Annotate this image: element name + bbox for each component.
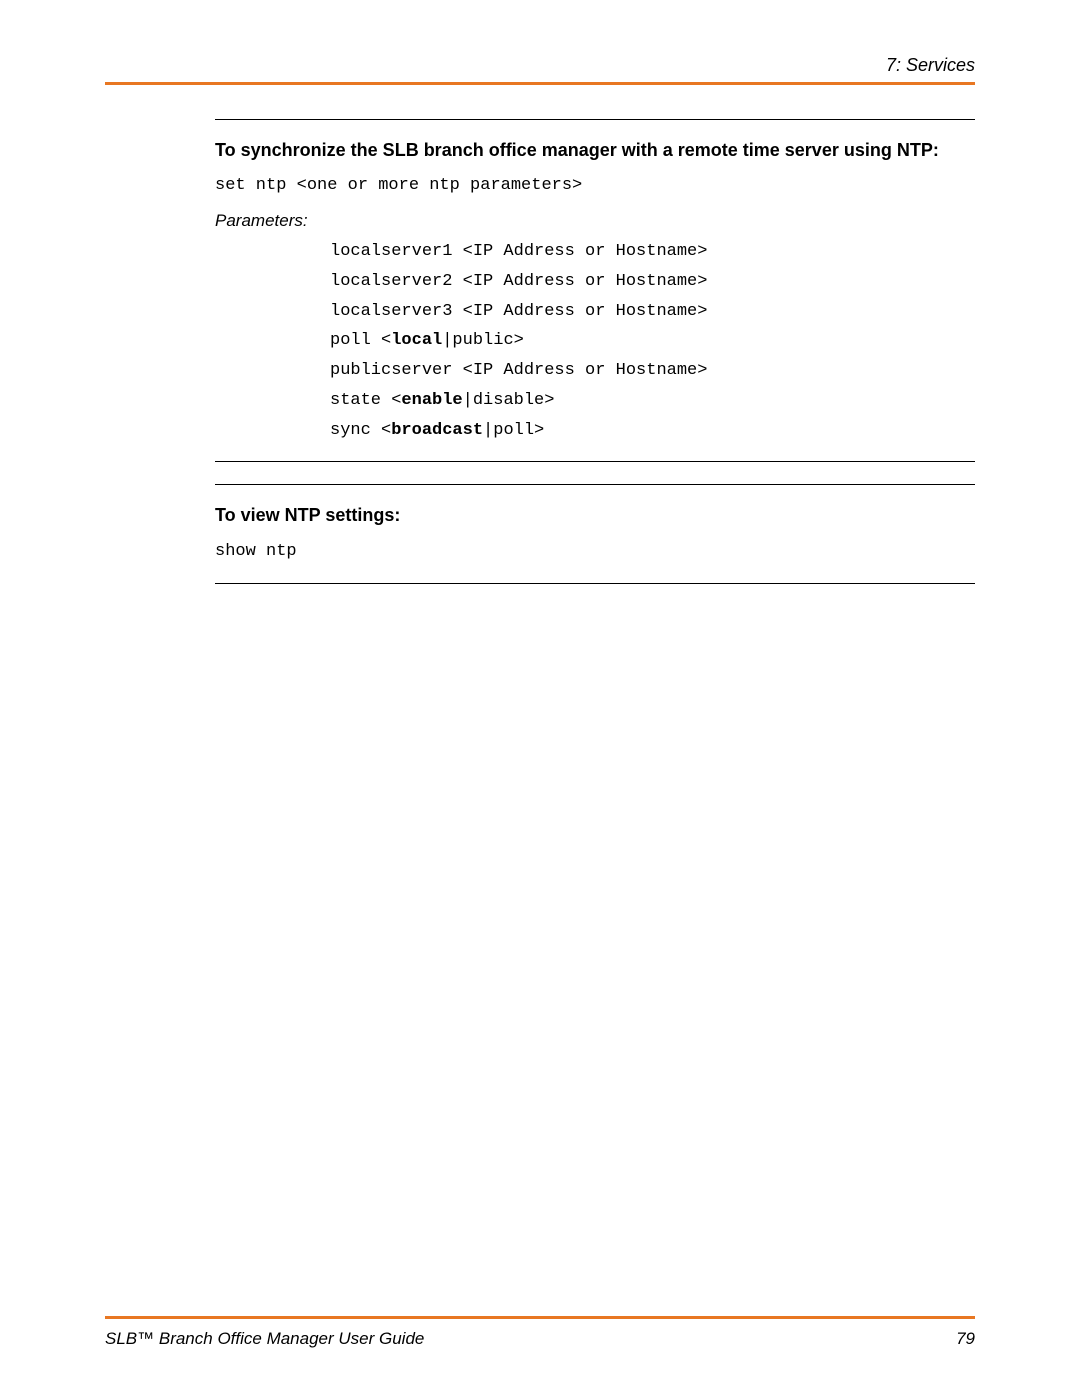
param-line: publicserver <IP Address or Hostname>: [215, 356, 975, 386]
footer-row: SLB™ Branch Office Manager User Guide 79: [105, 1329, 975, 1349]
header-chapter-label: 7: Services: [105, 55, 975, 76]
page: 7: Services To synchronize the SLB branc…: [0, 0, 1080, 1397]
section-ntp-sync: To synchronize the SLB branch office man…: [215, 119, 975, 462]
param-line: poll <local|public>: [215, 326, 975, 356]
param-line: localserver1 <IP Address or Hostname>: [215, 237, 975, 267]
section-title: To view NTP settings:: [215, 503, 975, 527]
section-title: To synchronize the SLB branch office man…: [215, 138, 975, 162]
footer-page-number: 79: [956, 1329, 975, 1349]
param-line: sync <broadcast|poll>: [215, 416, 975, 446]
content-area: To synchronize the SLB branch office man…: [215, 119, 975, 584]
footer-rule: [105, 1316, 975, 1319]
parameters-label: Parameters:: [215, 211, 975, 231]
header-rule: [105, 82, 975, 85]
command-line: set ntp <one or more ntp parameters>: [215, 172, 975, 201]
section-ntp-view: To view NTP settings: show ntp: [215, 484, 975, 583]
param-line: localserver3 <IP Address or Hostname>: [215, 297, 975, 327]
footer-guide-title: SLB™ Branch Office Manager User Guide: [105, 1329, 424, 1349]
page-footer: SLB™ Branch Office Manager User Guide 79: [105, 1316, 975, 1349]
param-line: state <enable|disable>: [215, 386, 975, 416]
command-line: show ntp: [215, 538, 975, 567]
param-line: localserver2 <IP Address or Hostname>: [215, 267, 975, 297]
